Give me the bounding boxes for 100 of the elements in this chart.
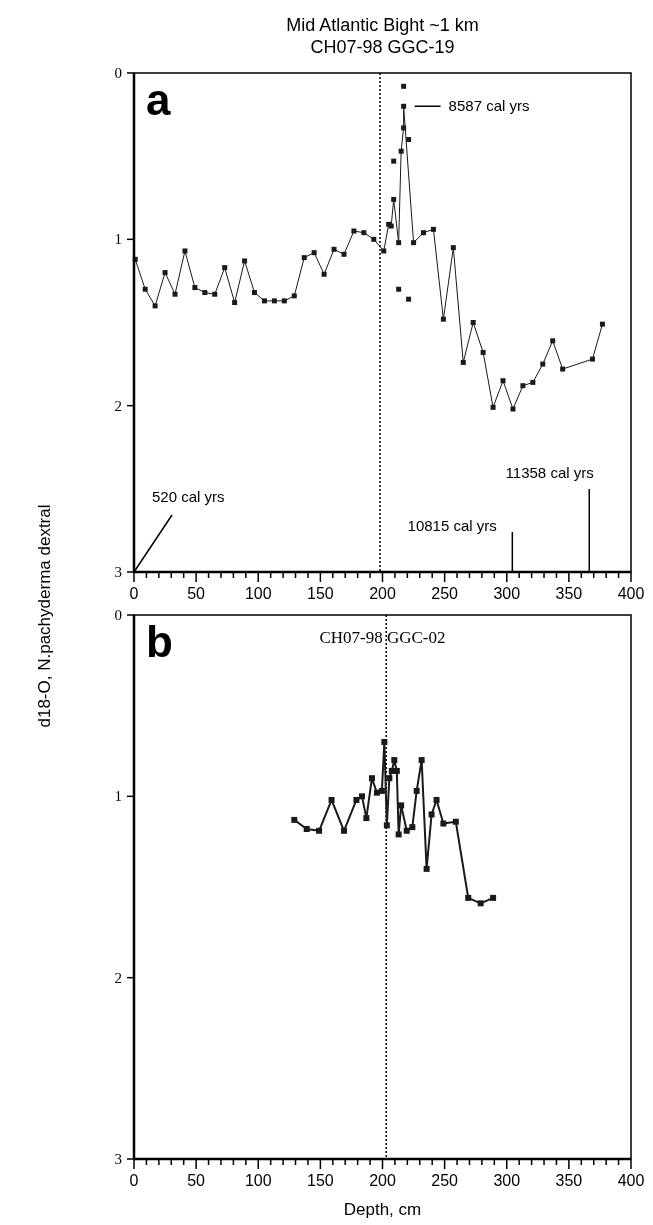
point (212, 291, 218, 297)
x-axis-title: Depth, cm (343, 1200, 422, 1219)
chart-subtitle: CH07-98 GGC-19 (310, 37, 455, 57)
point (361, 230, 367, 236)
point (378, 787, 385, 794)
point (261, 298, 267, 304)
annotation: 11358 cal yrs (505, 464, 594, 481)
point (421, 230, 426, 236)
x-tick-label: 200 (369, 1172, 396, 1189)
point (430, 226, 436, 232)
point (363, 815, 370, 822)
point (222, 265, 228, 271)
point (406, 137, 412, 143)
point (398, 802, 405, 809)
point (500, 378, 506, 384)
point (291, 816, 298, 823)
point (452, 818, 459, 825)
y-tick-label: 2 (114, 397, 122, 414)
point (291, 293, 297, 299)
y-tick-label: 1 (114, 231, 122, 248)
annotation: 10815 cal yrs (407, 517, 497, 534)
point (599, 321, 605, 327)
point (465, 894, 472, 901)
annotation: a (146, 75, 171, 124)
x-tick-label: 0 (129, 585, 139, 602)
x-tick-label: 150 (307, 585, 334, 602)
point (301, 255, 307, 261)
point (470, 320, 476, 325)
point (409, 824, 416, 831)
point (403, 827, 410, 834)
point (540, 361, 546, 367)
point (182, 248, 188, 254)
point (142, 286, 148, 292)
point (271, 298, 277, 304)
point (510, 406, 516, 412)
point (281, 298, 287, 304)
point (381, 248, 387, 254)
point (371, 236, 377, 242)
point (550, 338, 556, 344)
point (477, 900, 484, 907)
y-tick-label: 1 (114, 788, 122, 805)
x-tick-label: 50 (187, 585, 206, 602)
point (433, 796, 440, 803)
point (411, 240, 417, 246)
point (440, 316, 446, 322)
point (401, 103, 407, 109)
point (321, 271, 327, 277)
point (398, 148, 404, 154)
annotation: 520 cal yrs (152, 488, 225, 505)
point (152, 303, 158, 309)
point (520, 383, 526, 389)
x-tick-label: 250 (431, 585, 459, 602)
point (232, 300, 238, 306)
point (460, 359, 466, 365)
x-tick-label: 100 (244, 1172, 272, 1189)
x-tick-label: 200 (369, 585, 396, 602)
x-tick-label: 300 (493, 1172, 521, 1189)
point (351, 228, 357, 234)
point (560, 366, 566, 372)
point (162, 270, 168, 276)
x-tick-label: 400 (617, 1172, 645, 1189)
y-axis-title: d18-O, N.pachyderma dextral (35, 504, 54, 728)
point (393, 767, 400, 774)
x-tick-label: 350 (555, 585, 583, 602)
annotation: 8587 cal yrs (448, 97, 530, 115)
point (328, 796, 335, 803)
point (440, 820, 447, 827)
x-tick-label: 0 (129, 1172, 139, 1189)
point (172, 291, 178, 297)
point (316, 827, 323, 834)
point (252, 290, 258, 296)
chart-title: Mid Atlantic Bight ~1 km (286, 15, 479, 35)
point (341, 251, 347, 257)
point (401, 83, 407, 89)
point (395, 831, 402, 838)
y-tick-label: 3 (114, 564, 122, 580)
x-tick-label: 100 (244, 585, 272, 602)
point (359, 793, 365, 800)
point (450, 245, 456, 251)
x-tick-label: 400 (617, 585, 645, 602)
point (428, 811, 435, 818)
point (192, 285, 198, 291)
point (401, 125, 407, 131)
point (303, 825, 310, 832)
point (589, 356, 595, 362)
point (383, 822, 390, 829)
point (386, 775, 393, 782)
x-tick-label: 350 (555, 1172, 583, 1189)
point (331, 246, 337, 252)
y-tick-label: 0 (114, 65, 122, 81)
x-tick-label: 250 (431, 1172, 459, 1189)
y-tick-label: 3 (114, 1151, 122, 1167)
point (311, 250, 317, 256)
y-tick-label: 0 (114, 607, 122, 623)
point (490, 894, 497, 901)
point (530, 379, 536, 385)
y-tick-label: 2 (114, 969, 122, 986)
point (490, 404, 496, 410)
point (480, 349, 486, 355)
point (391, 757, 398, 764)
